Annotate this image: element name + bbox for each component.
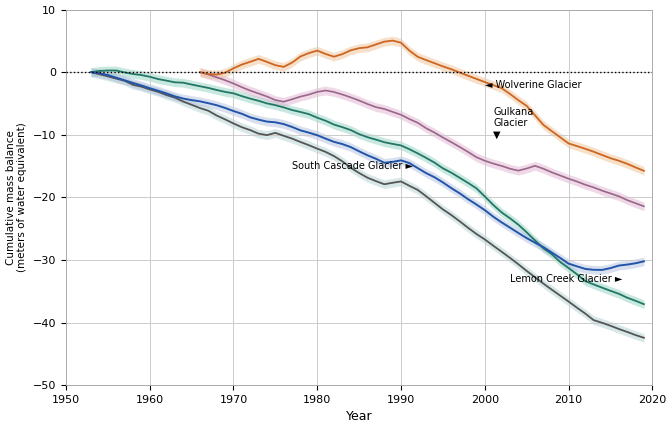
Text: South Cascade Glacier ►: South Cascade Glacier ► [292, 161, 413, 171]
Text: Gulkana
Glacier
▼: Gulkana Glacier ▼ [493, 107, 534, 140]
Text: Lemon Creek Glacier ►: Lemon Creek Glacier ► [510, 274, 622, 284]
Y-axis label: Cumulative mass balance
(meters of water equivalent): Cumulative mass balance (meters of water… [5, 123, 27, 272]
X-axis label: Year: Year [346, 411, 372, 423]
Text: ◄ Wolverine Glacier: ◄ Wolverine Glacier [485, 80, 581, 90]
